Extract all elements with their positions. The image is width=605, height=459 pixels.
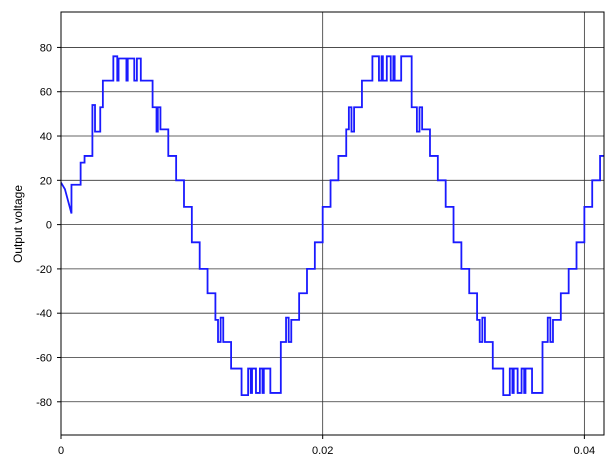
plot-frame (60, 11, 605, 436)
tick-labels: 80 60 40 20 0 -20 -40 -60 -80 0 0.02 0.04 (36, 42, 595, 457)
y-tick-label: 60 (40, 87, 52, 99)
series-layer (60, 55, 604, 397)
y-tick-label: -60 (36, 352, 52, 364)
axes (57, 11, 605, 439)
x-tick-label: 0 (58, 445, 64, 457)
x-tick-label: 0.02 (312, 445, 333, 457)
plot-area (61, 12, 604, 435)
y-tick-label: 40 (40, 131, 52, 143)
series-line-output-voltage (60, 55, 604, 397)
y-tick-label: -20 (36, 264, 52, 276)
y-tick-label: 80 (40, 42, 52, 54)
y-axis-label: Output voltage (11, 185, 25, 263)
y-tick-label: 20 (40, 175, 52, 187)
y-tick-label: -80 (36, 397, 52, 409)
y-tick-label: -40 (36, 308, 52, 320)
y-tick-label: 0 (46, 220, 52, 232)
x-tick-label: 0.04 (574, 445, 595, 457)
